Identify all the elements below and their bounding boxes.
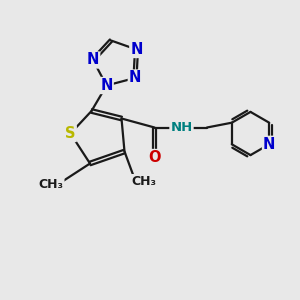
Text: N: N <box>130 42 143 57</box>
Text: CH₃: CH₃ <box>131 175 157 188</box>
Text: N: N <box>263 137 275 152</box>
Text: O: O <box>148 150 161 165</box>
Text: CH₃: CH₃ <box>38 178 64 191</box>
Text: S: S <box>65 126 76 141</box>
Text: NH: NH <box>170 121 193 134</box>
Text: N: N <box>100 78 113 93</box>
Text: N: N <box>129 70 141 86</box>
Text: N: N <box>87 52 99 68</box>
